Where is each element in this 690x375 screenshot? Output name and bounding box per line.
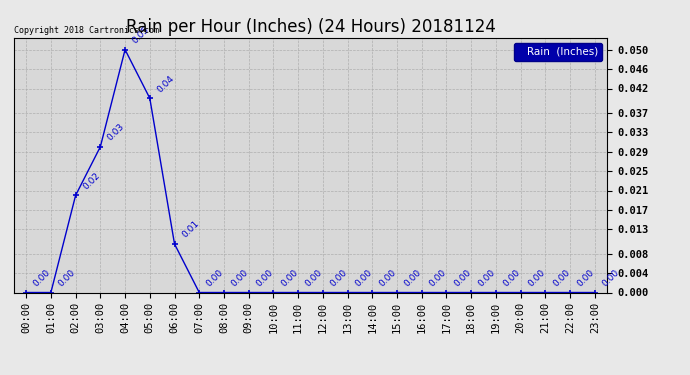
Text: Copyright 2018 Cartronics.com: Copyright 2018 Cartronics.com bbox=[14, 26, 159, 35]
Text: 0.05: 0.05 bbox=[130, 25, 151, 45]
Text: 0.00: 0.00 bbox=[230, 268, 250, 288]
Text: 0.00: 0.00 bbox=[205, 268, 226, 288]
Text: 0.00: 0.00 bbox=[600, 268, 621, 288]
Text: 0.00: 0.00 bbox=[551, 268, 571, 288]
Text: 0.00: 0.00 bbox=[328, 268, 349, 288]
Text: 0.00: 0.00 bbox=[402, 268, 423, 288]
Text: 0.00: 0.00 bbox=[279, 268, 299, 288]
Legend: Rain  (Inches): Rain (Inches) bbox=[514, 43, 602, 61]
Text: 0.00: 0.00 bbox=[304, 268, 324, 288]
Title: Rain per Hour (Inches) (24 Hours) 20181124: Rain per Hour (Inches) (24 Hours) 201811… bbox=[126, 18, 495, 36]
Text: 0.00: 0.00 bbox=[254, 268, 275, 288]
Text: 0.00: 0.00 bbox=[502, 268, 522, 288]
Text: 0.00: 0.00 bbox=[575, 268, 596, 288]
Text: 0.01: 0.01 bbox=[180, 219, 201, 240]
Text: 0.00: 0.00 bbox=[378, 268, 398, 288]
Text: 0.00: 0.00 bbox=[427, 268, 448, 288]
Text: 0.03: 0.03 bbox=[106, 122, 126, 142]
Text: 0.04: 0.04 bbox=[155, 74, 176, 94]
Text: 0.00: 0.00 bbox=[452, 268, 473, 288]
Text: 0.00: 0.00 bbox=[353, 268, 374, 288]
Text: 0.02: 0.02 bbox=[81, 171, 101, 191]
Text: 0.00: 0.00 bbox=[477, 268, 497, 288]
Text: 0.00: 0.00 bbox=[526, 268, 546, 288]
Text: 0.00: 0.00 bbox=[57, 268, 77, 288]
Text: 0.00: 0.00 bbox=[32, 268, 52, 288]
